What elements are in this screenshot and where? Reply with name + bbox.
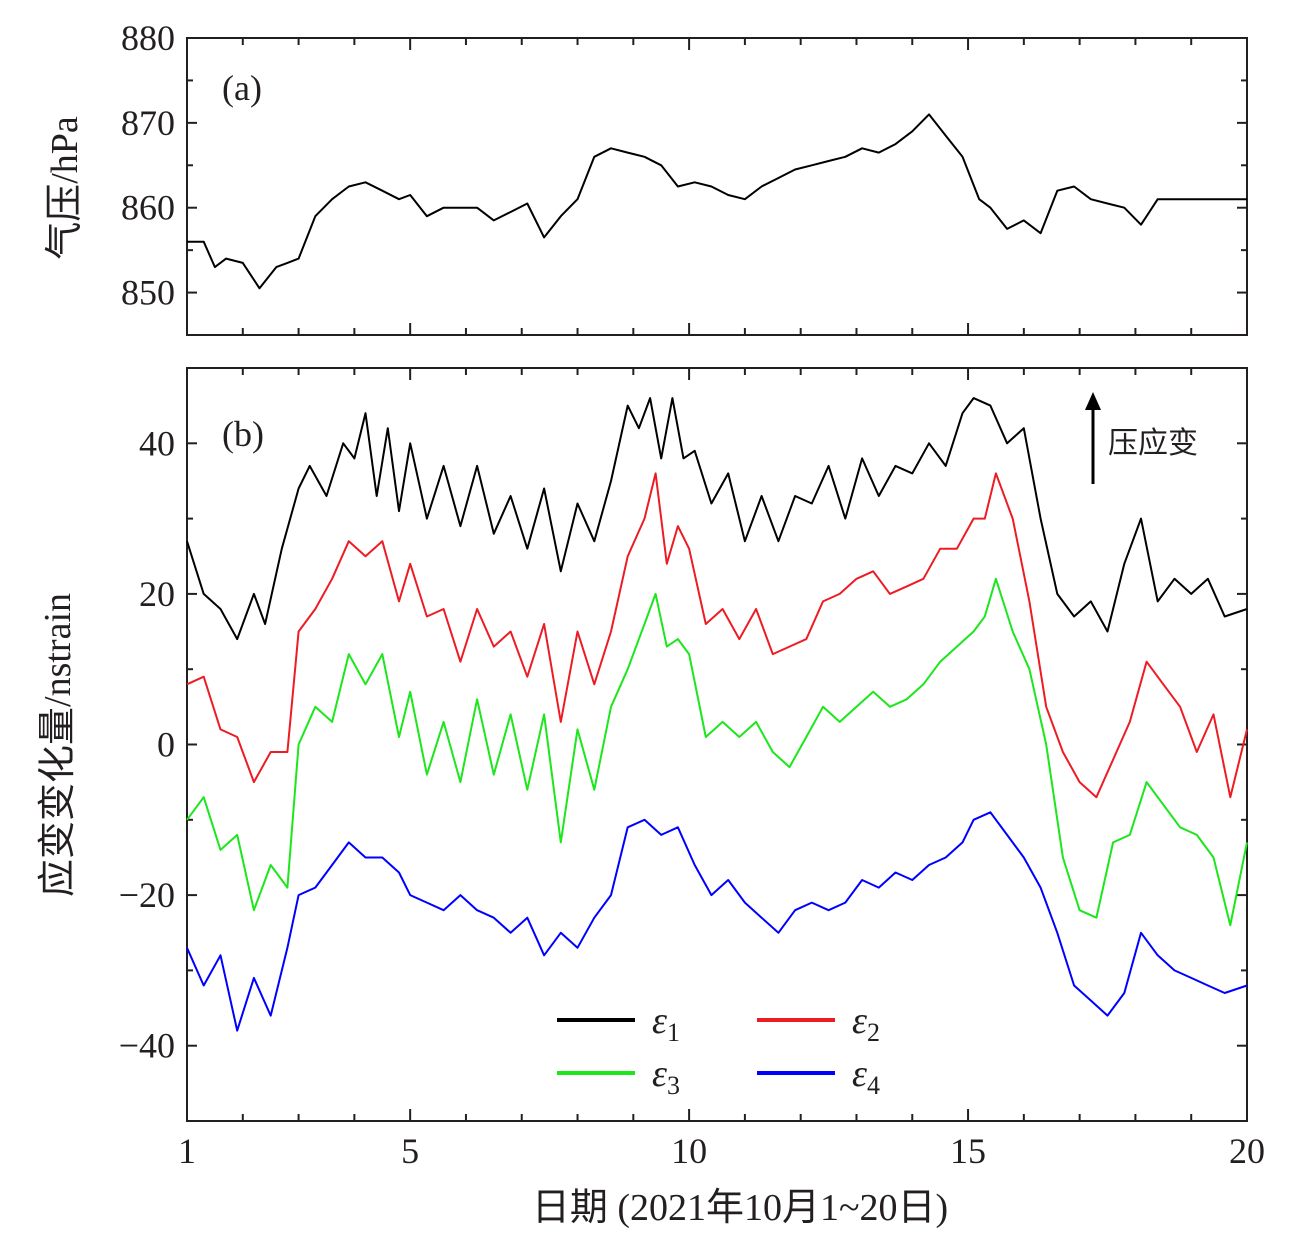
- strain-y-tick-label: 0: [157, 725, 175, 765]
- legend-symbol: ε: [852, 1053, 867, 1095]
- pressure-y-tick-label: 860: [121, 188, 175, 228]
- strain-series-line-2: [186, 472, 1248, 799]
- legend-subscript: 2: [867, 1018, 880, 1047]
- strain-y-axis-title: 应变变化量/nstrain: [37, 593, 79, 897]
- panel-a-label: (a): [222, 68, 262, 108]
- pressure-y-ticks: 850 860 870 880: [121, 18, 1247, 336]
- strain-x-tick-label: 10: [671, 1131, 707, 1171]
- legend-subscript: 3: [667, 1071, 680, 1100]
- strain-y-tick-label: 20: [139, 574, 175, 614]
- pressure-series-line-1: [187, 113, 1247, 290]
- pressure-series: [187, 113, 1247, 290]
- panel-b-label: (b): [222, 414, 264, 454]
- strain-series-line-4: [186, 811, 1248, 1032]
- strain-x-tick-label: 1: [178, 1131, 196, 1171]
- legend-label-2: ε2: [852, 1000, 880, 1047]
- compressive-strain-annotation: 压应变: [1085, 392, 1198, 484]
- legend-symbol: ε: [852, 1000, 867, 1042]
- pressure-y-tick-label: 870: [121, 103, 175, 143]
- legend-subscript: 4: [867, 1071, 880, 1100]
- pressure-y-tick-label: 880: [121, 18, 175, 58]
- strain-x-tick-label: 15: [950, 1131, 986, 1171]
- strain-y-ticks: −40 −20 0 20 40: [119, 367, 1247, 1122]
- strain-series-line-3: [186, 577, 1248, 927]
- pressure-panel: 850 860 870 880 (a) 气压/hPa: [44, 18, 1248, 336]
- x-axis-title: 日期 (2021年10月1~20日): [532, 1187, 948, 1229]
- legend-subscript: 1: [667, 1018, 680, 1047]
- pressure-plot-frame: [186, 37, 1248, 336]
- strain-y-tick-label: 40: [139, 423, 175, 463]
- strain-series-line-1: [186, 397, 1248, 641]
- strain-x-ticks: 1 5 10 15 20: [178, 368, 1265, 1171]
- pressure-y-axis-title: 气压/hPa: [44, 116, 86, 260]
- strain-y-tick-label: −40: [119, 1026, 175, 1066]
- strain-x-tick-label: 20: [1229, 1131, 1265, 1171]
- strain-plot-frame: [186, 367, 1248, 1122]
- compressive-strain-label: 压应变: [1108, 426, 1198, 461]
- strain-y-tick-label: −20: [119, 875, 175, 915]
- legend-label-3: ε3: [652, 1053, 680, 1100]
- strain-x-tick-label: 5: [401, 1131, 419, 1171]
- pressure-x-ticks: [186, 38, 1248, 335]
- legend-symbol: ε: [652, 1053, 667, 1095]
- legend-symbol: ε: [652, 1000, 667, 1042]
- strain-series: [186, 397, 1248, 1032]
- legend-label-4: ε4: [852, 1053, 880, 1100]
- legend-label-1: ε1: [652, 1000, 680, 1047]
- arrow-head-icon: [1085, 392, 1101, 410]
- pressure-y-tick-label: 850: [121, 273, 175, 313]
